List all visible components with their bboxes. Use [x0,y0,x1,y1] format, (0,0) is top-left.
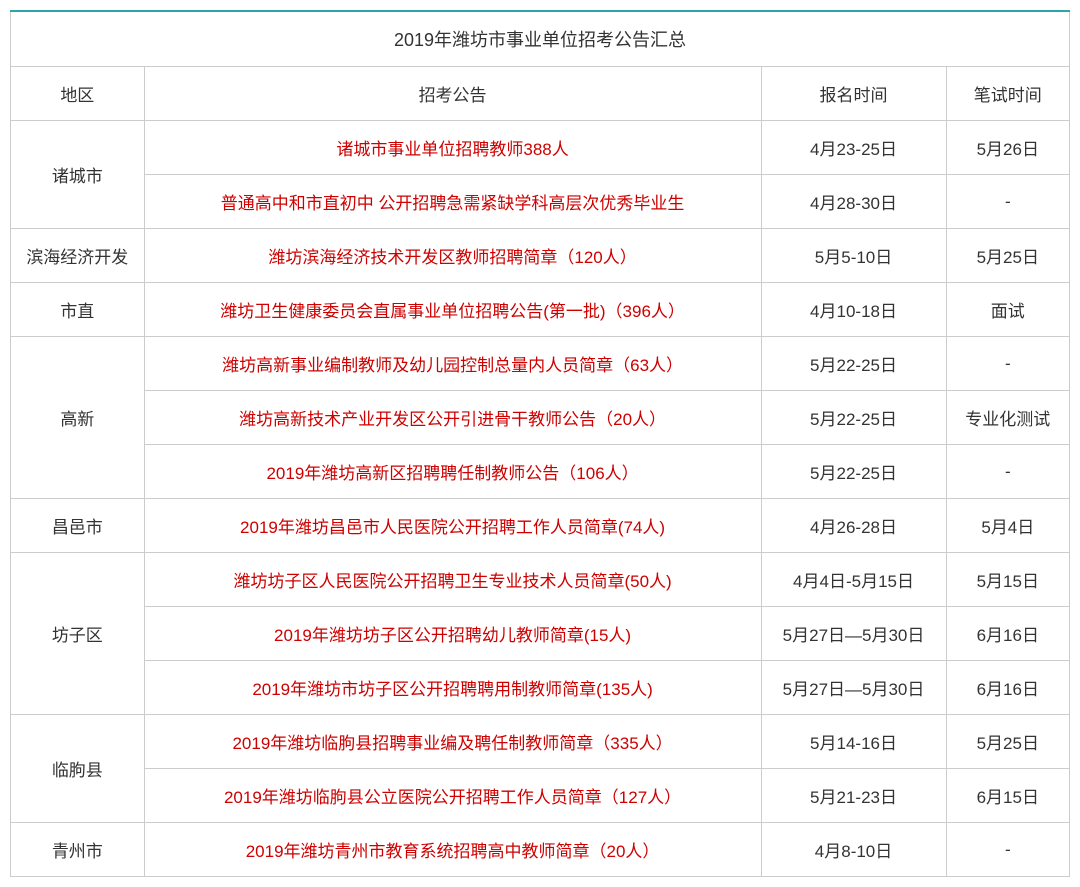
apply-time-cell: 4月10-18日 [761,283,946,337]
table-row: 潍坊高新技术产业开发区公开引进骨干教师公告（20人） 5月22-25日专业化测试 [11,391,1070,445]
exam-time-cell: 6月15日 [946,769,1069,823]
region-cell: 临朐县 [11,715,145,823]
region-cell: 青州市 [11,823,145,877]
table-row: 青州市 2019年潍坊青州市教育系统招聘高中教师简章（20人） 4月8-10日- [11,823,1070,877]
announcement-link[interactable]: 2019年潍坊坊子区公开招聘幼儿教师简章(15人) [274,626,631,645]
title-row: 2019年潍坊市事业单位招考公告汇总 [11,11,1070,67]
table-row: 2019年潍坊高新区招聘聘任制教师公告（106人） 5月22-25日- [11,445,1070,499]
announcement-cell: 2019年潍坊坊子区公开招聘幼儿教师简章(15人) [144,607,761,661]
announcement-link[interactable]: 诸城市事业单位招聘教师388人 [336,140,568,159]
announcement-link[interactable]: 潍坊高新技术产业开发区公开引进骨干教师公告（20人） [239,410,666,429]
announcement-cell: 诸城市事业单位招聘教师388人 [144,121,761,175]
announcement-cell: 潍坊坊子区人民医院公开招聘卫生专业技术人员简章(50人) [144,553,761,607]
exam-time-cell: 5月15日 [946,553,1069,607]
apply-time-cell: 5月21-23日 [761,769,946,823]
table-row: 2019年潍坊坊子区公开招聘幼儿教师简章(15人) 5月27日—5月30日6月16… [11,607,1070,661]
exam-time-cell: 6月16日 [946,661,1069,715]
announcement-cell: 潍坊高新事业编制教师及幼儿园控制总量内人员简章（63人） [144,337,761,391]
announcement-link[interactable]: 2019年潍坊临朐县公立医院公开招聘工作人员简章（127人） [224,788,681,807]
table-row: 普通高中和市直初中 公开招聘急需紧缺学科高层次优秀毕业生 4月28-30日- [11,175,1070,229]
exam-time-cell: 5月25日 [946,715,1069,769]
exam-time-cell: 6月16日 [946,607,1069,661]
announcement-cell: 潍坊卫生健康委员会直属事业单位招聘公告(第一批)（396人） [144,283,761,337]
announcement-link[interactable]: 普通高中和市直初中 公开招聘急需紧缺学科高层次优秀毕业生 [221,194,685,213]
exam-time-cell: - [946,337,1069,391]
region-cell: 市直 [11,283,145,337]
exam-time-cell: 5月26日 [946,121,1069,175]
region-cell: 坊子区 [11,553,145,715]
header-row: 地区 招考公告 报名时间 笔试时间 [11,67,1070,121]
exam-time-cell: - [946,175,1069,229]
apply-time-cell: 5月27日—5月30日 [761,661,946,715]
exam-time-cell: - [946,445,1069,499]
apply-time-cell: 4月26-28日 [761,499,946,553]
announcement-link[interactable]: 2019年潍坊临朐县招聘事业编及聘任制教师简章（335人） [232,734,672,753]
announcement-link[interactable]: 2019年潍坊高新区招聘聘任制教师公告（106人） [266,464,638,483]
table-row: 2019年潍坊临朐县公立医院公开招聘工作人员简章（127人） 5月21-23日6月… [11,769,1070,823]
table-row: 坊子区潍坊坊子区人民医院公开招聘卫生专业技术人员简章(50人)4月4日-5月15… [11,553,1070,607]
announcement-cell: 2019年潍坊昌邑市人民医院公开招聘工作人员简章(74人) [144,499,761,553]
announcement-cell: 2019年潍坊高新区招聘聘任制教师公告（106人） [144,445,761,499]
announcement-link[interactable]: 潍坊滨海经济技术开发区教师招聘简章（120人） [268,248,636,267]
announcement-cell: 2019年潍坊临朐县公立医院公开招聘工作人员简章（127人） [144,769,761,823]
announcement-link[interactable]: 2019年潍坊青州市教育系统招聘高中教师简章（20人） [246,842,660,861]
apply-time-cell: 5月22-25日 [761,445,946,499]
exam-time-cell: 5月25日 [946,229,1069,283]
table-row: 昌邑市 2019年潍坊昌邑市人民医院公开招聘工作人员简章(74人) 4月26-28日… [11,499,1070,553]
apply-time-cell: 4月23-25日 [761,121,946,175]
apply-time-cell: 4月4日-5月15日 [761,553,946,607]
header-region: 地区 [11,67,145,121]
announcement-link[interactable]: 潍坊卫生健康委员会直属事业单位招聘公告(第一批)（396人） [220,302,685,321]
region-cell: 昌邑市 [11,499,145,553]
exam-time-cell: 面试 [946,283,1069,337]
table-body: 诸城市诸城市事业单位招聘教师388人4月23-25日5月26日普通高中和市直初中… [11,121,1070,877]
announcement-cell: 2019年潍坊青州市教育系统招聘高中教师简章（20人） [144,823,761,877]
header-exam-time: 笔试时间 [946,67,1069,121]
announcement-link[interactable]: 潍坊坊子区人民医院公开招聘卫生专业技术人员简章(50人) [233,572,671,591]
region-cell: 高新 [11,337,145,499]
announcement-cell: 潍坊高新技术产业开发区公开引进骨干教师公告（20人） [144,391,761,445]
announcement-link[interactable]: 2019年潍坊昌邑市人民医院公开招聘工作人员简章(74人) [240,518,665,537]
exam-time-cell: - [946,823,1069,877]
apply-time-cell: 5月22-25日 [761,337,946,391]
announcement-cell: 2019年潍坊临朐县招聘事业编及聘任制教师简章（335人） [144,715,761,769]
apply-time-cell: 5月5-10日 [761,229,946,283]
table-row: 高新潍坊高新事业编制教师及幼儿园控制总量内人员简章（63人）5月22-25日- [11,337,1070,391]
region-cell: 诸城市 [11,121,145,229]
announcement-link[interactable]: 潍坊高新事业编制教师及幼儿园控制总量内人员简章（63人） [222,356,683,375]
announcement-cell: 普通高中和市直初中 公开招聘急需紧缺学科高层次优秀毕业生 [144,175,761,229]
table-row: 市直 潍坊卫生健康委员会直属事业单位招聘公告(第一批)（396人） 4月10-18日… [11,283,1070,337]
table-row: 2019年潍坊市坊子区公开招聘聘用制教师简章(135人) 5月27日—5月30日6… [11,661,1070,715]
header-apply-time: 报名时间 [761,67,946,121]
apply-time-cell: 4月8-10日 [761,823,946,877]
announcement-table: 2019年潍坊市事业单位招考公告汇总 地区 招考公告 报名时间 笔试时间 诸城市… [10,10,1070,877]
announcement-cell: 潍坊滨海经济技术开发区教师招聘简章（120人） [144,229,761,283]
apply-time-cell: 4月28-30日 [761,175,946,229]
announcement-cell: 2019年潍坊市坊子区公开招聘聘用制教师简章(135人) [144,661,761,715]
table-row: 临朐县2019年潍坊临朐县招聘事业编及聘任制教师简章（335人）5月14-16日… [11,715,1070,769]
table-row: 滨海经济开发 潍坊滨海经济技术开发区教师招聘简章（120人） 5月5-10日5月25… [11,229,1070,283]
announcement-link[interactable]: 2019年潍坊市坊子区公开招聘聘用制教师简章(135人) [252,680,653,699]
region-cell: 滨海经济开发 [11,229,145,283]
exam-time-cell: 5月4日 [946,499,1069,553]
header-announcement: 招考公告 [144,67,761,121]
table-row: 诸城市诸城市事业单位招聘教师388人4月23-25日5月26日 [11,121,1070,175]
table-title: 2019年潍坊市事业单位招考公告汇总 [11,11,1070,67]
exam-time-cell: 专业化测试 [946,391,1069,445]
apply-time-cell: 5月22-25日 [761,391,946,445]
apply-time-cell: 5月27日—5月30日 [761,607,946,661]
apply-time-cell: 5月14-16日 [761,715,946,769]
